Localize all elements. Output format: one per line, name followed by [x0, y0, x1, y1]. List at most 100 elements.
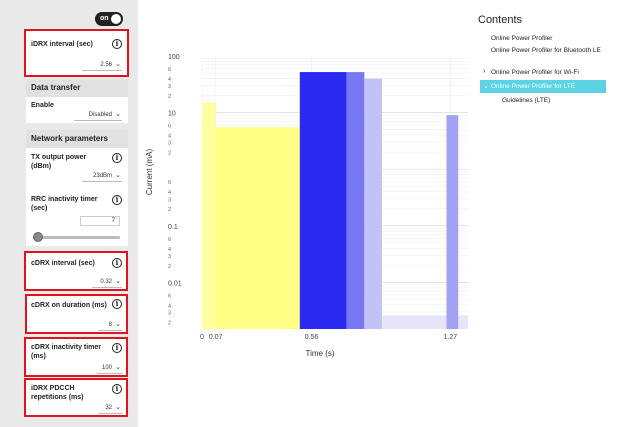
- toc-item-label: Online Power Profiler for LTE: [491, 83, 576, 90]
- data-transfer-header: Data transfer: [26, 79, 128, 97]
- cdrx-interval-select[interactable]: 0.32 ⌄: [92, 277, 122, 288]
- y-tick-label: 0.1: [168, 224, 178, 231]
- highlight-box: [25, 294, 128, 334]
- y-minor-tick-label: 3: [168, 254, 171, 260]
- cdrx-inactivity-value: 100: [101, 365, 112, 371]
- chart-bar: [446, 115, 459, 329]
- y-minor-tick-label: 4: [168, 190, 171, 196]
- info-icon[interactable]: i: [112, 384, 122, 394]
- toc-item[interactable]: Online Power Profiler for Wi-Fi: [491, 69, 579, 76]
- y-tick-label: 100: [168, 54, 180, 61]
- chevron-down-icon: ⌄: [115, 111, 121, 118]
- idrx-pdcch-select[interactable]: 32 ⌄: [98, 403, 122, 414]
- enable-value: Disabled: [88, 112, 112, 118]
- info-icon[interactable]: i: [112, 39, 122, 49]
- cdrx-on-duration-label: cDRX on duration (ms): [31, 302, 107, 309]
- chevron-down-icon: ⌄: [483, 83, 489, 90]
- toc-item[interactable]: Guidelines (LTE): [502, 97, 551, 104]
- y-minor-tick-label: 3: [168, 141, 171, 147]
- enable-label: Enable: [31, 102, 54, 109]
- y-minor-tick-label: 3: [168, 84, 171, 90]
- y-minor-tick-label: 3: [168, 197, 171, 203]
- tx-power-label: TX output power (dBm): [31, 154, 87, 170]
- chart-bar: [299, 72, 347, 329]
- toggle-label: on: [100, 15, 109, 22]
- rrc-timer-slider-thumb[interactable]: [33, 232, 44, 242]
- cdrx-interval-value: 0.32: [100, 279, 112, 285]
- idrx-pdcch-card: iDRX PDCCH repetitions (ms) i 32 ⌄: [26, 380, 128, 416]
- y-minor-tick-label: 4: [168, 247, 171, 253]
- cdrx-inactivity-label: cDRX inactivity timer (ms): [31, 344, 102, 360]
- highlight-box: [24, 378, 128, 417]
- y-minor-tick-label: 2: [168, 320, 171, 326]
- chevron-down-icon: ⌄: [115, 321, 121, 328]
- y-minor-tick-label: 6: [168, 237, 171, 243]
- enable-select[interactable]: Disabled ⌄: [74, 110, 122, 121]
- y-minor-tick-label: 2: [168, 94, 171, 100]
- info-icon[interactable]: i: [112, 153, 122, 163]
- y-minor-tick-label: 6: [168, 180, 171, 186]
- y-axis-label: Current (mA): [145, 149, 154, 196]
- settings-panel: on iDRX interval (sec) i 2.56 ⌄ Data tra…: [0, 0, 138, 427]
- y-minor-tick-label: 4: [168, 77, 171, 83]
- highlight-box: [24, 29, 129, 77]
- cdrx-interval-card: cDRX interval (sec) i 0.32 ⌄: [26, 253, 128, 289]
- chevron-down-icon: ⌄: [115, 364, 121, 371]
- x-axis-ticks: 0 0.07 0.56 1.27: [200, 334, 457, 341]
- info-icon[interactable]: i: [112, 343, 122, 353]
- y-minor-tick-label: 6: [168, 293, 171, 299]
- toggle-knob: [111, 14, 121, 24]
- idrx-pdcch-value: 32: [105, 405, 112, 411]
- toc-item[interactable]: Online Power Profiler: [491, 35, 553, 42]
- network-parameters-card: TX output power (dBm) i 23dBm ⌄ RRC inac…: [26, 148, 128, 246]
- toc-item-active[interactable]: ⌄ Online Power Profiler for LTE: [480, 80, 606, 93]
- idrx-interval-select[interactable]: 2.56 ⌄: [82, 60, 122, 71]
- x-tick-label: 0: [200, 334, 204, 341]
- tx-power-select[interactable]: 23dBm ⌄: [82, 171, 122, 182]
- chevron-down-icon: ⌄: [115, 278, 121, 285]
- x-tick-label: 1.27: [444, 334, 458, 341]
- cdrx-on-duration-card: cDRX on duration (ms) i 8 ⌄: [26, 296, 128, 332]
- y-minor-tick-label: 6: [168, 124, 171, 130]
- network-parameters-header: Network parameters: [26, 130, 128, 148]
- y-minor-tick-label: 2: [168, 151, 171, 157]
- chevron-right-icon[interactable]: ›: [483, 68, 486, 75]
- cdrx-inactivity-select[interactable]: 100 ⌄: [96, 363, 122, 374]
- cdrx-on-duration-select[interactable]: 8 ⌄: [98, 320, 122, 331]
- y-minor-tick-label: 6: [168, 67, 171, 73]
- y-minor-tick-label: 3: [168, 310, 171, 316]
- y-minor-tick-label: 2: [168, 264, 171, 270]
- rrc-timer-input[interactable]: 7: [80, 216, 120, 226]
- chevron-down-icon: ⌄: [115, 172, 121, 179]
- enable-toggle[interactable]: on: [95, 12, 123, 26]
- cdrx-on-duration-value: 8: [108, 322, 112, 328]
- chart-bar: [202, 102, 216, 329]
- chart-bar: [364, 78, 382, 329]
- y-tick-label: 0.01: [168, 280, 182, 287]
- info-icon[interactable]: i: [112, 299, 122, 309]
- idrx-interval-card: iDRX interval (sec) i 2.56 ⌄: [26, 31, 128, 76]
- chevron-down-icon: ⌄: [115, 404, 121, 411]
- highlight-box: [24, 251, 128, 291]
- info-icon[interactable]: i: [112, 195, 122, 205]
- chart-bar: [215, 127, 300, 329]
- data-transfer-card: Enable Disabled ⌄: [26, 97, 128, 123]
- y-tick-label: 10: [168, 111, 176, 118]
- rrc-timer-label: RRC inactivity timer (sec): [31, 196, 98, 212]
- info-icon[interactable]: i: [112, 258, 122, 268]
- y-minor-tick-label: 4: [168, 303, 171, 309]
- chevron-down-icon: ⌄: [115, 61, 121, 68]
- cdrx-interval-label: cDRX interval (sec): [31, 260, 95, 267]
- highlight-box: [24, 337, 128, 377]
- tx-power-value: 23dBm: [92, 173, 112, 179]
- x-axis-label: Time (s): [305, 349, 334, 358]
- x-tick-label: 0.07: [209, 334, 223, 341]
- idrx-interval-label: iDRX interval (sec): [31, 41, 93, 48]
- x-tick-label: 0.56: [305, 334, 319, 341]
- idrx-interval-value: 2.56: [100, 62, 112, 68]
- rrc-timer-slider-track[interactable]: [34, 236, 120, 239]
- toc-item[interactable]: Online Power Profiler for Bluetooth LE: [491, 47, 601, 54]
- y-minor-tick-label: 4: [168, 134, 171, 140]
